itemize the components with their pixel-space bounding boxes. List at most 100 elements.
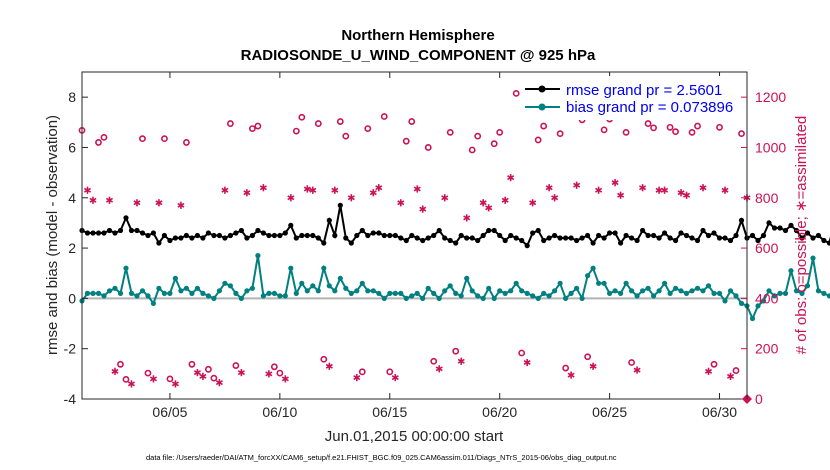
- y2-tick-label: 200: [755, 341, 779, 357]
- obs-assimilated-point: [595, 186, 603, 194]
- asterisk-stroke: [661, 187, 669, 193]
- bias-point: [354, 288, 360, 294]
- x-tick-label: 06/25: [592, 404, 627, 420]
- y-tick-label: 4: [68, 190, 76, 206]
- rmse-point: [535, 227, 541, 234]
- rmse-point: [271, 232, 277, 239]
- asterisk-stroke: [155, 200, 163, 206]
- rmse-point: [222, 235, 228, 241]
- bias-point: [244, 288, 250, 294]
- rmse-point: [749, 232, 756, 239]
- bias-point: [403, 295, 409, 301]
- rmse-point: [106, 227, 113, 234]
- obs-assimilated-point: [463, 214, 471, 222]
- bias-point: [321, 265, 327, 271]
- bias-point: [716, 290, 723, 296]
- y2-tick-label: 1000: [755, 139, 786, 155]
- rmse-point: [766, 220, 772, 226]
- bias-point: [359, 280, 365, 286]
- bias-point: [662, 280, 668, 286]
- bias-point: [266, 290, 272, 296]
- bias-point: [700, 288, 706, 294]
- asterisk-stroke: [309, 187, 317, 193]
- obs-possible-point: [95, 139, 102, 146]
- bias-point: [705, 283, 712, 289]
- asterisk-stroke: [523, 360, 531, 366]
- bias-point: [414, 290, 420, 296]
- asterisk-stroke: [633, 367, 641, 373]
- bias-point: [194, 285, 200, 291]
- bias-point: [749, 315, 756, 322]
- bias-point: [480, 295, 486, 301]
- rmse-point: [755, 237, 761, 244]
- asterisk-stroke: [243, 190, 251, 196]
- rmse-point: [656, 235, 662, 241]
- rmse-point: [760, 232, 767, 239]
- bias-point: [211, 295, 217, 301]
- rmse-point: [205, 230, 211, 236]
- rmse-point: [211, 232, 217, 239]
- bias-point: [453, 290, 459, 296]
- obs-assimilated-point: [704, 367, 713, 375]
- bias-point: [161, 290, 167, 296]
- rmse-point: [436, 227, 442, 234]
- bias-point: [711, 290, 717, 296]
- asterisk-stroke: [617, 192, 625, 198]
- obs-assimilated-point: [639, 184, 647, 192]
- asterisk-stroke: [391, 375, 399, 381]
- footnote: data file: /Users/raeder/DAI/ATM_forcXX/…: [146, 453, 617, 462]
- obs-assimilated-point: [193, 368, 201, 377]
- x-tick-label: 06/10: [262, 404, 297, 420]
- bias-point: [315, 288, 321, 294]
- bias-point: [766, 288, 772, 294]
- asterisk-stroke: [199, 373, 207, 379]
- obs-assimilated-point: [545, 184, 553, 192]
- asterisk-stroke: [677, 190, 685, 196]
- y2-tick-label: 1200: [755, 89, 786, 105]
- rmse-point: [673, 237, 679, 244]
- obs-possible-point: [320, 355, 328, 363]
- rmse-point: [530, 230, 536, 236]
- rmse-point: [134, 227, 140, 234]
- rmse-point: [365, 232, 371, 239]
- bias-point: [535, 295, 541, 301]
- rmse-point: [497, 232, 503, 239]
- legend-bias-label: bias grand pr = 0.073896: [566, 99, 733, 116]
- bias-point: [150, 300, 156, 306]
- obs-possible-point: [512, 89, 520, 97]
- asterisk-stroke: [83, 187, 92, 193]
- rmse-point: [425, 235, 431, 241]
- obs-possible-point: [650, 124, 657, 132]
- asterisk-stroke: [347, 195, 355, 201]
- asterisk-stroke: [375, 185, 383, 191]
- bias-point: [530, 293, 536, 299]
- asterisk-stroke: [369, 190, 377, 196]
- obs-possible-point: [446, 128, 454, 136]
- bias-point: [183, 285, 189, 291]
- asterisk-stroke: [699, 185, 707, 191]
- x-tick-label: 06/30: [702, 404, 737, 420]
- bias-point: [310, 283, 316, 289]
- rmse-point: [348, 240, 354, 246]
- bias-point: [760, 298, 767, 304]
- bias-point: [392, 290, 398, 296]
- obs-possible-point: [144, 369, 152, 377]
- bias-point: [106, 288, 113, 294]
- asterisk-stroke: [89, 197, 97, 203]
- bias-point: [502, 290, 508, 296]
- rmse-point: [387, 232, 393, 239]
- bias-point: [387, 290, 393, 296]
- y2-axis-label: # of obs: o=possible; ∗=assimilated: [793, 116, 810, 355]
- asterisk-stroke: [133, 200, 141, 206]
- rmse-point: [227, 232, 233, 239]
- y-tick-label: -2: [64, 341, 77, 357]
- bias-point: [128, 290, 135, 296]
- obs-possible-point: [408, 118, 416, 125]
- obs-assimilated-point: [89, 196, 97, 204]
- obs-assimilated-point: [551, 194, 559, 202]
- rmse-point: [84, 230, 91, 236]
- obs-possible-point: [166, 375, 174, 383]
- bias-point: [585, 273, 591, 279]
- rmse-point: [799, 235, 805, 241]
- bias-point: [651, 293, 657, 299]
